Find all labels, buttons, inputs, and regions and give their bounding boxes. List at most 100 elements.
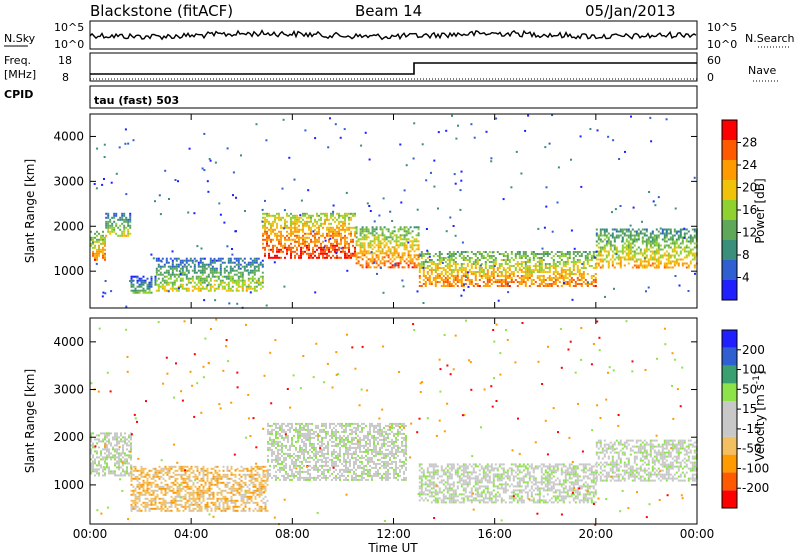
echo-cell	[420, 255, 423, 257]
echo-cell	[208, 489, 211, 492]
echo-cell	[201, 285, 204, 288]
echo-cell	[482, 273, 485, 275]
echo-cell	[504, 263, 507, 265]
echo-cell	[470, 271, 473, 273]
echo-cell	[268, 238, 270, 241]
echo-cell	[316, 226, 318, 229]
echo-cell	[403, 254, 406, 257]
echo-cell	[522, 261, 525, 263]
echo-cell	[178, 503, 181, 506]
echo-cell	[248, 497, 251, 500]
echo-cell	[210, 497, 213, 500]
echo-cell	[275, 458, 277, 461]
echo-cell	[597, 234, 600, 237]
echo-cell	[283, 444, 285, 447]
echo-cell	[350, 218, 352, 221]
echo-cell	[657, 256, 660, 259]
echo-cell	[518, 263, 521, 265]
echo-cell	[142, 485, 145, 488]
echo-cell	[673, 260, 676, 263]
echo-cell	[92, 252, 94, 255]
echo-cell	[188, 509, 191, 512]
echo-cell	[102, 432, 104, 435]
echo-cell	[168, 198, 170, 200]
echo-cell	[430, 263, 433, 265]
echo-cell	[430, 171, 432, 174]
echo-cell	[334, 240, 336, 243]
echo-cell	[296, 236, 298, 239]
echo-cell	[395, 250, 398, 253]
echo-cell	[336, 238, 338, 241]
echo-cell	[308, 242, 310, 245]
echo-cell	[649, 258, 652, 261]
echo-cell	[615, 248, 618, 251]
echo-cell	[338, 230, 340, 233]
echo-cell	[394, 262, 397, 265]
echo-cell	[213, 289, 216, 292]
echo-cell	[194, 497, 197, 500]
echo-cell	[166, 473, 169, 476]
echo-cell	[336, 250, 338, 253]
echo-cell	[225, 275, 228, 278]
echo-cell	[119, 216, 122, 219]
echo-cell	[693, 246, 696, 249]
echo-cell	[127, 220, 130, 223]
echo-cell	[595, 258, 598, 261]
echo-cell	[295, 458, 297, 461]
echo-cell	[397, 246, 400, 249]
echo-cell	[653, 262, 656, 265]
echo-cell	[365, 230, 368, 233]
echo-cell	[267, 470, 269, 473]
echo-cell	[126, 448, 128, 451]
echo-cell	[180, 499, 183, 502]
echo-cell	[313, 436, 315, 439]
echo-cell	[367, 232, 370, 235]
echo-cell	[568, 267, 571, 269]
echo-cell	[277, 476, 279, 479]
colorbar-tick-label: 24	[742, 158, 757, 172]
echo-cell	[436, 267, 439, 269]
echo-cell	[637, 264, 640, 267]
echo-cell	[248, 489, 251, 492]
echo-cell	[199, 259, 202, 262]
echo-cell	[305, 448, 307, 451]
echo-cell	[574, 261, 577, 263]
echo-cell	[243, 257, 246, 260]
echo-cell	[548, 271, 551, 273]
echo-cell	[130, 503, 133, 506]
echo-cell	[576, 253, 579, 255]
echo-cell	[184, 497, 187, 500]
echo-cell	[299, 476, 301, 479]
echo-cell	[288, 232, 290, 235]
echo-cell	[96, 456, 98, 459]
echo-cell	[352, 240, 354, 243]
echo-cell	[278, 212, 280, 215]
echo-cell	[299, 472, 301, 475]
echo-cell	[330, 214, 332, 217]
echo-cell	[375, 250, 378, 253]
echo-cell	[417, 254, 420, 257]
echo-cell	[324, 239, 327, 242]
echo-cell	[357, 260, 360, 263]
echo-cell	[405, 226, 408, 229]
echo-cell	[291, 444, 293, 447]
echo-cell	[123, 214, 126, 217]
echo-cell	[233, 269, 236, 272]
echo-cell	[359, 230, 362, 233]
echo-cell	[132, 469, 135, 472]
echo-cell	[120, 438, 122, 441]
echo-cell	[154, 479, 157, 482]
echo-cell	[295, 474, 297, 477]
echo-cell	[102, 456, 104, 459]
echo-cell	[346, 254, 348, 257]
echo-cell	[187, 287, 190, 290]
echo-cell	[348, 256, 350, 259]
echo-cell	[460, 275, 463, 277]
echo-cell	[114, 458, 116, 461]
echo-cell	[254, 497, 257, 500]
echo-cell	[277, 436, 279, 439]
echo-cell	[123, 234, 126, 237]
echo-cell	[176, 487, 179, 490]
echo-cell	[285, 446, 287, 449]
echo-cell	[500, 275, 503, 277]
